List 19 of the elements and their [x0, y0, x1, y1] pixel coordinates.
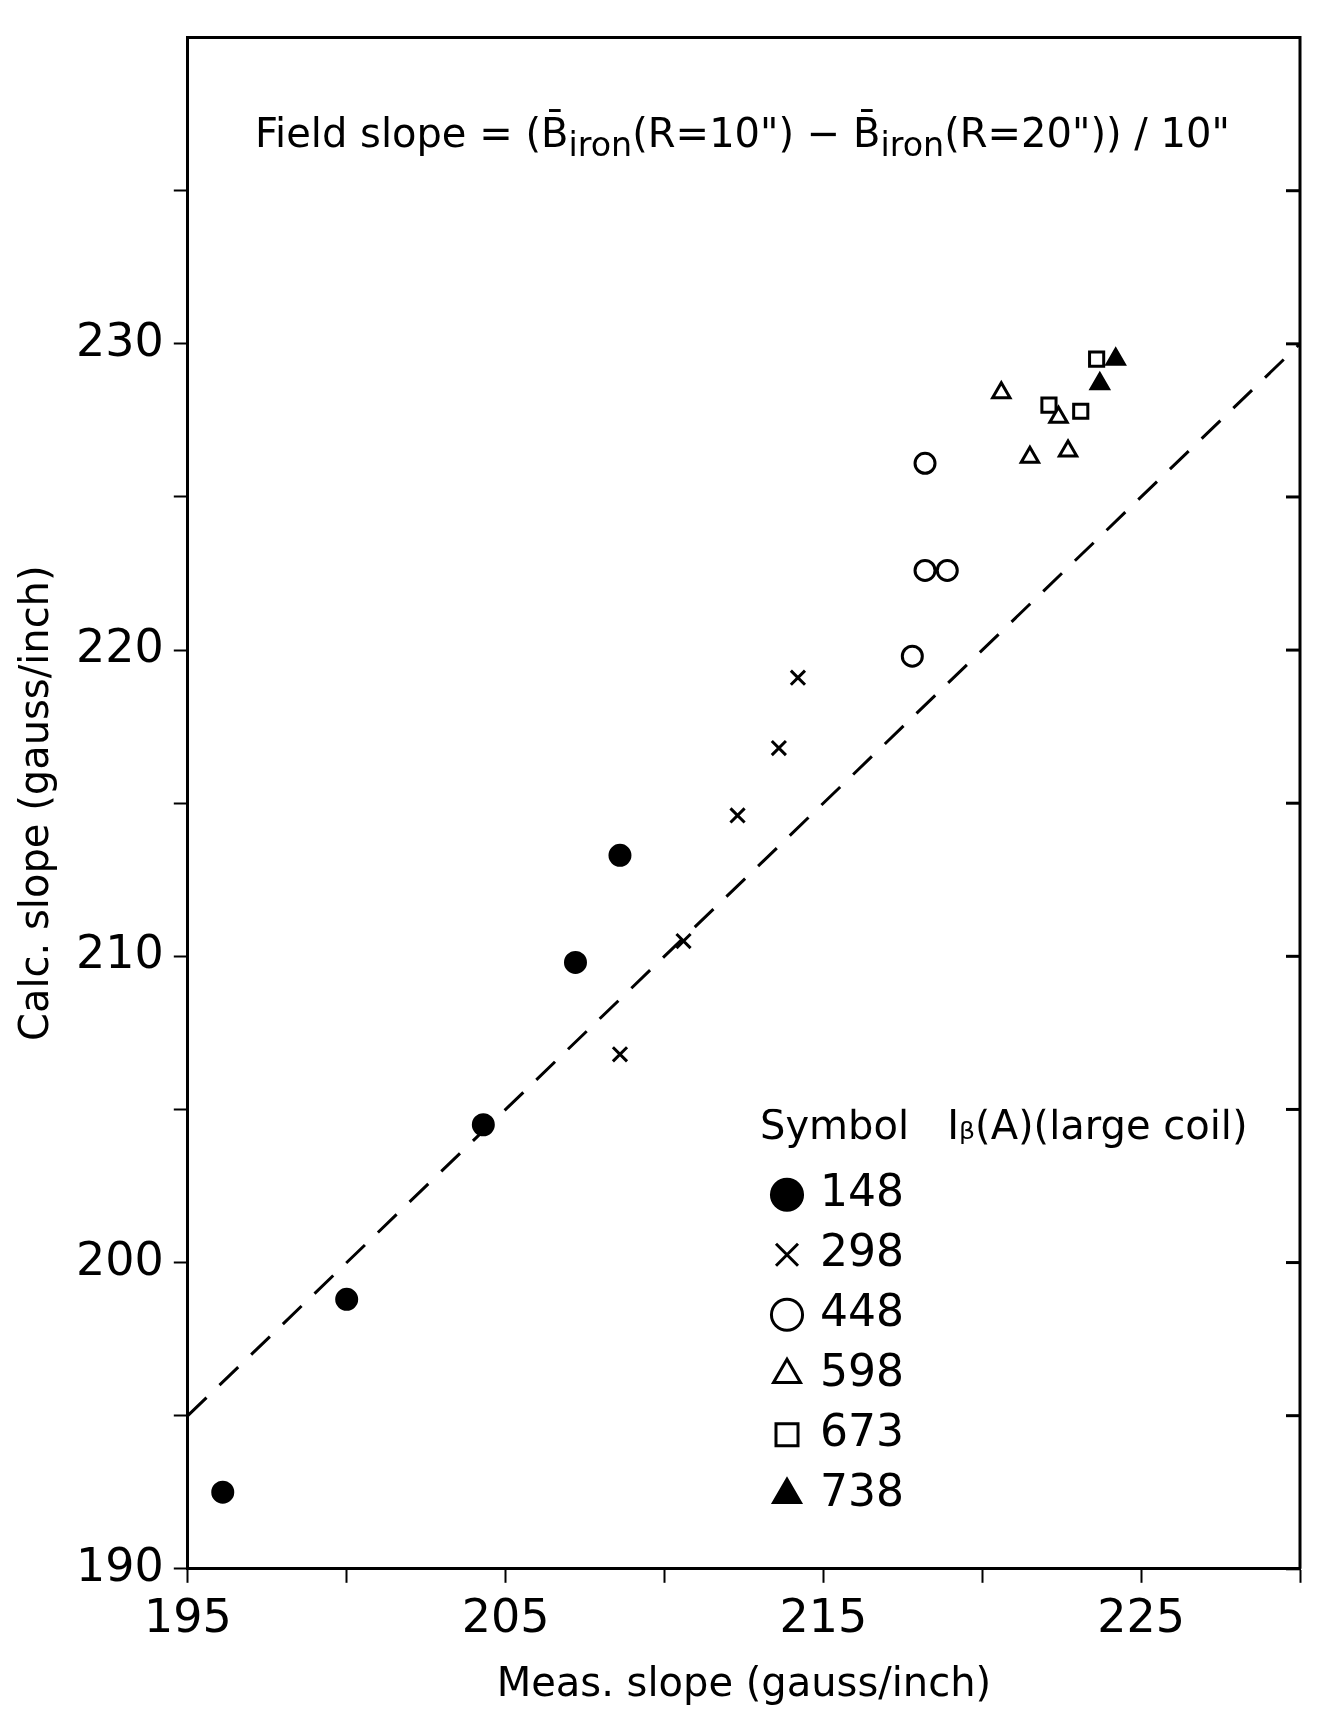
y-tick-label: 230 [75, 312, 164, 367]
legend-label: 448 [820, 1285, 904, 1337]
legend-label: 148 [820, 1165, 904, 1217]
x-tick-label: 215 [779, 1589, 868, 1644]
legend-label: 298 [820, 1225, 904, 1277]
x-tick-label: 205 [461, 1589, 550, 1644]
x-axis-title: Meas. slope (gauss/inch) [496, 1659, 992, 1706]
legend-label: 598 [820, 1345, 904, 1397]
y-tick-label: 220 [75, 619, 164, 674]
legend-label: 738 [820, 1465, 904, 1517]
legend-title: Symbol Iᵦ(A)(large coil) [760, 1102, 1248, 1149]
y-axis-title: Calc. slope (gauss/inch) [11, 565, 58, 1041]
y-tick-label: 210 [75, 925, 164, 980]
annotation: Field slope = (B̄$_{iron}$(R=10") − B̄$_{iron}$(R=20")) / 10" [255, 110, 1230, 164]
y-tick-label: 190 [75, 1537, 164, 1592]
x-tick-label: 195 [143, 1589, 232, 1644]
x-tick-label: 225 [1097, 1589, 1186, 1644]
legend-label: 673 [820, 1405, 904, 1457]
y-tick-label: 200 [75, 1231, 164, 1286]
